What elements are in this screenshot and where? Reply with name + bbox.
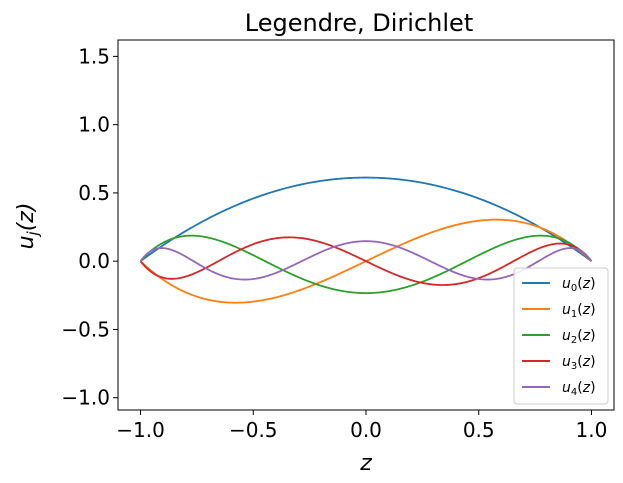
x-tick-label: 0.0 xyxy=(350,418,382,442)
y-tick-label: 0.5 xyxy=(78,181,110,205)
legend-label-u0: u0(z) xyxy=(562,276,596,294)
x-tick-label: −0.5 xyxy=(229,418,278,442)
x-axis: −1.0 −0.5 0.0 0.5 1.0 xyxy=(116,410,607,442)
legend-label-u2: u2(z) xyxy=(562,328,596,346)
x-tick-label: −1.0 xyxy=(116,418,165,442)
series-line-u0 xyxy=(140,176,592,262)
series-line-u2 xyxy=(139,234,593,295)
legend-label-u4: u4(z) xyxy=(562,380,596,398)
y-tick-label: 1.0 xyxy=(78,113,110,137)
y-tick-label: −0.5 xyxy=(61,317,110,341)
y-tick-label: 0.0 xyxy=(78,249,110,273)
x-tick-label: 1.0 xyxy=(576,418,608,442)
legend-label-u3: u3(z) xyxy=(562,354,596,372)
legend: u0(z) u1(z) u2(z) u3(z) u4(z) xyxy=(513,267,609,405)
legend-frame xyxy=(513,267,609,405)
chart-title: Legendre, Dirichlet xyxy=(245,9,473,37)
legend-label-u1: u1(z) xyxy=(562,302,596,320)
y-tick-label: 1.5 xyxy=(78,44,110,68)
x-axis-label: z xyxy=(359,451,372,476)
plot-lines xyxy=(139,176,593,304)
x-tick-label: 0.5 xyxy=(463,418,495,442)
y-axis-label: uj(z) xyxy=(14,203,42,250)
series-line-u3 xyxy=(139,236,593,286)
y-axis: −1.0 −0.5 0.0 0.5 1.0 1.5 xyxy=(61,44,118,410)
y-tick-label: −1.0 xyxy=(61,386,110,410)
